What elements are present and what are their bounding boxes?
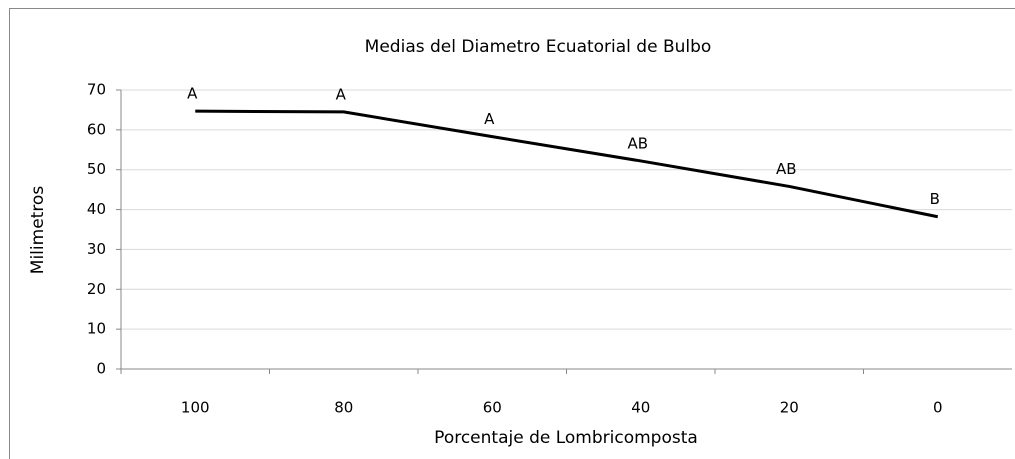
y-tick-label: 0 — [96, 360, 106, 378]
line-series — [195, 109, 939, 219]
x-axis-title: Porcentaje de Lombricomposta — [434, 428, 698, 448]
annotation: A — [336, 85, 347, 103]
x-tick-label: 0 — [933, 399, 943, 417]
x-tick-label: 20 — [780, 399, 799, 417]
annotation: A — [187, 85, 198, 103]
annotation: AB — [627, 134, 648, 152]
annotation: AB — [776, 160, 797, 178]
x-tick-label: 80 — [334, 399, 353, 417]
chart-border — [9, 8, 1015, 459]
y-tick-label: 10 — [87, 320, 106, 338]
chart-title: Medias del Diametro Ecuatorial de Bulbo — [365, 37, 712, 57]
x-tick-label: 100 — [181, 399, 210, 417]
y-axis-title: Milimetros — [28, 186, 48, 275]
y-tick-label: 20 — [87, 280, 106, 298]
x-tick-label: 60 — [483, 399, 502, 417]
annotation: B — [930, 190, 940, 208]
y-tick-label: 30 — [87, 240, 106, 258]
y-tick-label: 70 — [87, 81, 106, 99]
annotation: A — [484, 110, 495, 128]
y-tick-label: 60 — [87, 120, 106, 138]
y-tick-label: 40 — [87, 200, 106, 218]
y-tick-label: 50 — [87, 160, 106, 178]
x-tick-label: 40 — [631, 399, 650, 417]
